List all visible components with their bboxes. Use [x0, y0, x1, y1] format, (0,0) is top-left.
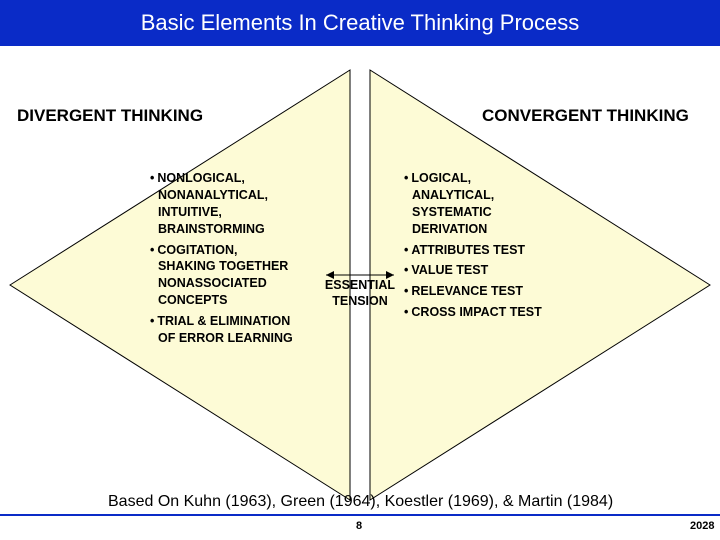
bullet-dot-icon: • [404, 305, 408, 319]
bullet-item: •TRIAL & ELIMINATIONOF ERROR LEARNING [150, 313, 340, 347]
diagram-shapes [0, 0, 720, 540]
heading-divergent: DIVERGENT THINKING [17, 106, 203, 126]
page-number: 8 [356, 520, 362, 532]
divergent-bullets: •NONLOGICAL,NONANALYTICAL,INTUITIVE,BRAI… [150, 170, 340, 351]
bullet-dot-icon: • [404, 284, 408, 298]
bullet-item: •NONLOGICAL,NONANALYTICAL,INTUITIVE,BRAI… [150, 170, 340, 238]
bullet-item: •LOGICAL,ANALYTICAL,SYSTEMATICDERIVATION [404, 170, 604, 238]
bullet-item: •COGITATION,SHAKING TOGETHERNONASSOCIATE… [150, 242, 340, 310]
title-bar: Basic Elements In Creative Thinking Proc… [0, 0, 720, 46]
bullet-item: •ATTRIBUTES TEST [404, 242, 604, 259]
citation-text: Based On Kuhn (1963), Green (1964), Koes… [108, 493, 613, 511]
bullet-dot-icon: • [404, 171, 408, 185]
center-label-line1: ESSENTIAL [325, 278, 395, 292]
center-label-line2: TENSION [332, 294, 388, 308]
footer-divider [0, 514, 720, 516]
bullet-item: •CROSS IMPACT TEST [404, 304, 604, 321]
convergent-bullets: •LOGICAL,ANALYTICAL,SYSTEMATICDERIVATION… [404, 170, 604, 325]
heading-convergent: CONVERGENT THINKING [482, 106, 689, 126]
bullet-dot-icon: • [150, 171, 154, 185]
bullet-dot-icon: • [150, 314, 154, 328]
bullet-item: •VALUE TEST [404, 262, 604, 279]
essential-tension-label: ESSENTIAL TENSION [320, 278, 400, 309]
footer-year: 2028 [690, 520, 714, 532]
page-title: Basic Elements In Creative Thinking Proc… [141, 10, 580, 36]
bullet-item: •RELEVANCE TEST [404, 283, 604, 300]
bullet-dot-icon: • [404, 243, 408, 257]
bullet-dot-icon: • [150, 243, 154, 257]
bullet-dot-icon: • [404, 263, 408, 277]
